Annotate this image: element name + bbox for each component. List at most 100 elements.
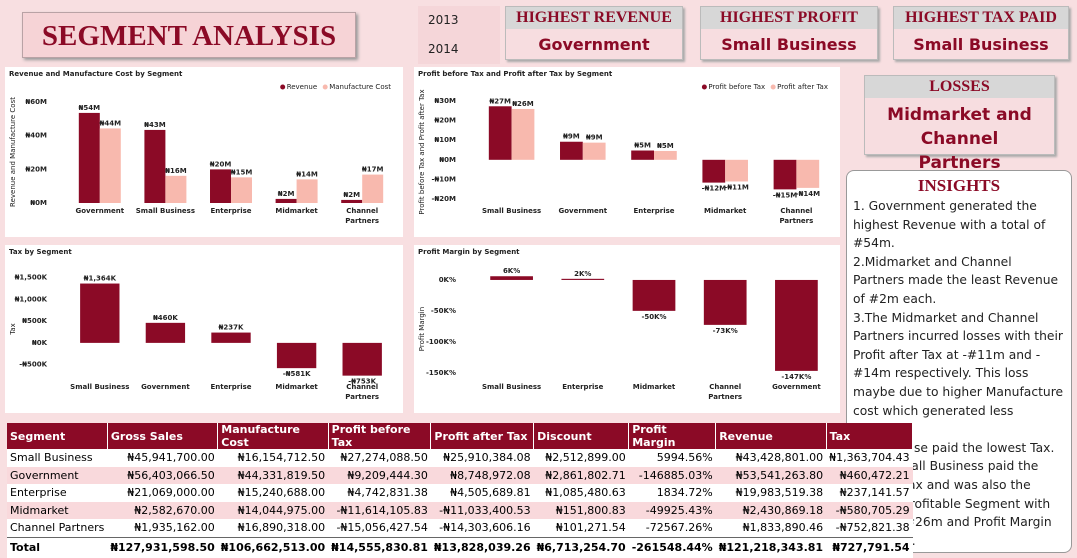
bar [703, 279, 747, 325]
data-label: ₦27M [489, 97, 511, 105]
table-cell: ₦151,800.83 [533, 501, 629, 519]
data-label: ₦26M [512, 100, 534, 108]
data-label: ₦16M [165, 167, 187, 175]
total-cell: ₦106,662,513.00 [217, 536, 329, 558]
table-cell: ₦56,403,066.50 [107, 466, 218, 484]
data-label: ₦5M [657, 142, 674, 150]
card-value: Midmarket and Channel Partners [887, 105, 1032, 173]
data-label: ₦44M [100, 119, 122, 127]
chart-panel: Profit before Tax and Profit after Tax b… [414, 67, 840, 237]
data-label: -₦12M [702, 185, 727, 193]
table-cell: ₦1,085,480.63 [545, 486, 626, 500]
table-cell: Government [7, 466, 108, 484]
y-tick-label: ₦20M [25, 165, 47, 173]
data-label: ₦17M [362, 166, 384, 174]
bar [561, 278, 605, 280]
table-row: Government ₦56,403,066.50 ₦44,331,819.50 ₦9… [7, 466, 913, 484]
data-label: ₦54M [79, 104, 101, 112]
column-header: Profit after Tax [430, 423, 535, 449]
chart: Revenue and Manufacture Cost by Segment R… [9, 70, 391, 225]
total-cell: ₦14,555,830.81 [328, 536, 431, 558]
bar [231, 177, 252, 203]
table-cell: ₦2,512,899.00 [545, 451, 626, 465]
chart-panel: Revenue and Manufacture Cost by Segment R… [5, 67, 403, 237]
bar [210, 169, 231, 203]
bar [773, 159, 797, 190]
y-tick-label: -100K% [426, 338, 456, 346]
kpi-card: LOSSES Midmarket and Channel Partners [864, 75, 1055, 173]
chart-title: Profit before Tax and Profit after Tax b… [418, 70, 613, 78]
table-cell: ₦2,861,802.71 [533, 466, 629, 484]
kpi-card: HIGHEST PROFIT Small Business [700, 6, 878, 60]
table-cell: ₦4,742,831.38 [347, 486, 428, 500]
slicer-item[interactable]: 2014 [428, 42, 459, 56]
bar [511, 108, 535, 160]
table-cell: ₦8,748,972.08 [430, 466, 534, 484]
year-slicer: 2013 2014 [418, 6, 500, 64]
bar [362, 174, 384, 203]
x-tick-label: Channel Partners [779, 207, 813, 225]
bar [582, 142, 606, 160]
table-cell: ₦460,472.21 [826, 466, 913, 484]
card-value: Government [538, 35, 650, 54]
y-tick-label: ₦20M [434, 117, 456, 125]
table-cell: ₦2,582,670.00 [107, 501, 218, 519]
y-tick-label: ₦10M [434, 136, 456, 144]
column-header: Segment [7, 423, 108, 449]
x-tick-label: Government [558, 207, 607, 215]
x-tick-label: Midmarket [275, 207, 318, 215]
table-cell: Midmarket [7, 501, 108, 519]
y-axis-label: Tax [9, 323, 17, 336]
x-tick-label: Midmarket [275, 383, 318, 391]
table-cell: ₦14,044,975.00 [217, 501, 329, 519]
chart-title: Tax by Segment [9, 248, 72, 256]
table-cell: ₦4,505,689.81 [450, 486, 531, 500]
page-title: SEGMENT ANALYSIS [22, 12, 356, 58]
data-label: ₦237K [219, 324, 244, 332]
card-value: Small Business [913, 35, 1049, 54]
table-cell: -₦580,705.29 [826, 501, 913, 519]
bar [78, 112, 100, 203]
table-cell: ₦43,428,801.00 [735, 451, 824, 465]
table-cell: -49925.43% [628, 501, 716, 519]
table-cell: ₦15,240,688.00 [237, 486, 326, 500]
table-cell: Channel Partners [10, 521, 105, 535]
y-tick-label: ₦0M [30, 199, 47, 207]
data-label: -50K% [641, 313, 666, 321]
x-tick-label: Small Business [482, 207, 541, 215]
data-label: ₦1,364K [84, 275, 117, 283]
legend-marker [280, 84, 286, 90]
legend-marker [322, 84, 328, 90]
legend-label: Revenue [287, 83, 318, 91]
table-row: Midmarket ₦2,582,670.00 ₦14,044,975.00 -₦11… [7, 501, 913, 519]
table-cell: Enterprise [10, 486, 67, 500]
bar [654, 150, 677, 160]
bar [632, 279, 676, 311]
chart-title: Revenue and Manufacture Cost by Segment [9, 70, 183, 78]
legend-marker [701, 84, 707, 90]
column-header: Profit before Tax [328, 423, 432, 449]
table-cell: ₦1,935,162.00 [134, 521, 215, 535]
data-label: ₦2M [278, 190, 295, 198]
x-tick-label: Government [141, 383, 190, 391]
bar [560, 141, 583, 160]
table-cell: ₦21,069,000.00 [127, 486, 215, 500]
x-tick-label: Government [75, 207, 124, 215]
column-header: Discount [533, 423, 630, 449]
data-label: ₦20M [210, 160, 232, 168]
y-tick-label: -₦10M [432, 175, 457, 183]
y-tick-label: -150K% [426, 369, 456, 377]
x-tick-label: Enterprise [210, 207, 251, 215]
kpi-card: HIGHEST TAX PAID Small Business [893, 6, 1069, 60]
slicer-item[interactable]: 2013 [428, 13, 459, 27]
legend-label: Profit after Tax [777, 83, 828, 91]
x-tick-label: Enterprise [210, 383, 251, 391]
table-cell: -₦15,056,427.54 [336, 521, 428, 535]
column-header: Profit Margin [628, 423, 717, 449]
table-cell: ₦19,983,519.38 [735, 486, 824, 500]
data-label: -₦581K [283, 370, 311, 378]
card-title: LOSSES [865, 76, 1054, 98]
data-label: ₦5M [634, 142, 651, 150]
bar [488, 106, 512, 160]
x-tick-label: Enterprise [633, 207, 674, 215]
